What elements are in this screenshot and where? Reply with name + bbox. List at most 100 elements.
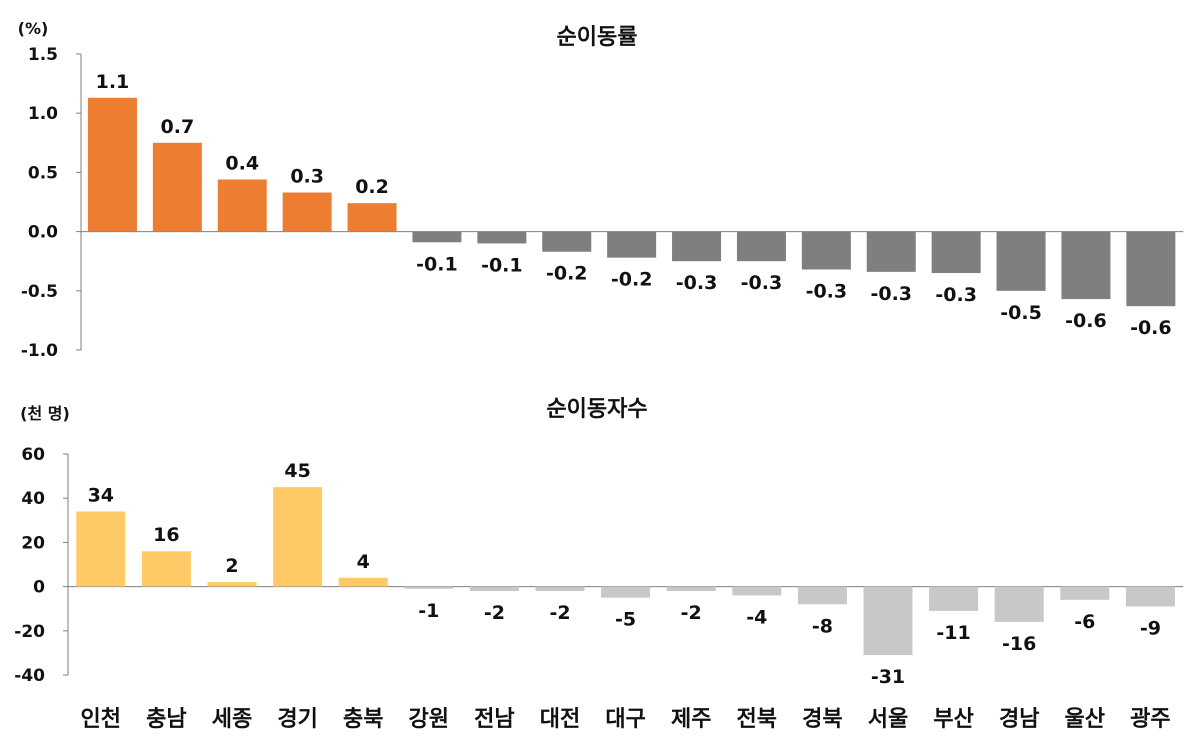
bar [207,582,257,587]
bar [607,231,657,258]
bar [736,231,786,262]
data-label: -2 [681,602,702,624]
data-label: 0.2 [355,176,389,198]
bar [929,586,979,611]
data-label: 1.1 [96,71,130,93]
data-label: -4 [746,606,767,628]
category-label: 충북 [343,707,383,732]
category-label: 경기 [277,707,317,732]
bar [797,586,847,605]
bar [866,231,916,272]
data-label: -0.3 [676,272,718,294]
data-label: 0.7 [161,116,195,138]
data-label: 34 [88,484,114,506]
bar [535,586,585,592]
y-unit-label: (천 명) [20,404,70,423]
data-label: -5 [615,609,636,631]
category-label: 대구 [605,707,645,732]
bar [542,231,592,252]
bar [1061,231,1111,300]
bar [217,179,267,232]
bar [477,231,527,244]
chart-title: 순이동률 [557,25,638,50]
category-label: 부산 [933,707,973,732]
category-label: 대전 [540,707,580,732]
data-label: -0.6 [1130,317,1172,339]
data-label: -11 [936,622,970,644]
data-label: -0.5 [1000,302,1042,324]
category-label: 서울 [868,707,908,732]
category-label: 경남 [999,707,1039,732]
category-label: 전남 [474,707,514,732]
bar [338,577,388,587]
bar [152,142,202,232]
data-label: -0.2 [611,269,653,291]
data-label: -0.3 [935,284,977,306]
bar [1125,586,1175,607]
data-label: -16 [1002,633,1036,655]
data-label: -0.1 [416,253,458,275]
bar [469,586,519,592]
y-tick-label: -40 [14,666,45,686]
data-label: -9 [1140,617,1161,639]
bar [1060,586,1110,600]
data-label: -0.6 [1065,310,1107,332]
y-tick-label: 1.0 [28,104,58,124]
data-label: 0.4 [225,153,259,175]
category-label: 제주 [671,707,711,732]
bar [732,586,782,596]
bar [996,231,1046,291]
category-label: 충남 [146,707,186,732]
category-label: 경북 [802,707,842,732]
data-label: -1 [418,600,439,622]
data-label: -0.2 [546,263,588,285]
y-tick-label: -1.0 [21,341,58,361]
category-label: 세종 [212,707,252,732]
bar [672,231,722,262]
data-label: -0.3 [741,272,783,294]
bar [76,511,126,587]
bar [404,586,454,589]
data-label: -6 [1074,611,1095,633]
bar [994,586,1044,622]
bar [282,192,332,232]
data-label: 2 [225,555,238,577]
bar [863,586,913,656]
category-label: 광주 [1130,707,1170,732]
y-unit-label: (%) [18,19,49,38]
y-tick-label: 20 [21,533,45,553]
category-label: 인천 [81,707,121,732]
data-label: 0.3 [290,166,324,188]
bar [931,231,981,274]
y-tick-label: 40 [21,489,45,509]
y-tick-label: 1.5 [28,45,58,65]
data-label: 4 [357,551,370,573]
bar [412,231,462,243]
data-label: 45 [284,460,310,482]
data-label: -2 [484,602,505,624]
data-label: -2 [549,602,570,624]
y-tick-label: 60 [21,445,45,465]
data-label: 16 [153,524,179,546]
bar [666,586,716,592]
bar [87,97,137,232]
data-label: -8 [812,615,833,637]
chart-title: 순이동자수 [546,397,647,422]
bar [801,231,851,270]
category-label: 전북 [737,707,777,732]
category-label: 울산 [1065,707,1105,732]
y-tick-label: 0.0 [28,223,58,243]
data-label: -0.3 [870,283,912,305]
bar [347,203,397,232]
y-tick-label: 0.5 [28,163,58,183]
y-tick-label: 0 [33,578,45,598]
bar [273,487,323,587]
bar [601,586,651,598]
y-tick-label: -20 [14,622,45,642]
bar [1126,231,1176,307]
y-tick-label: -0.5 [21,282,58,302]
data-label: -0.1 [481,254,523,276]
bar [141,551,191,587]
data-label: -31 [871,666,905,688]
